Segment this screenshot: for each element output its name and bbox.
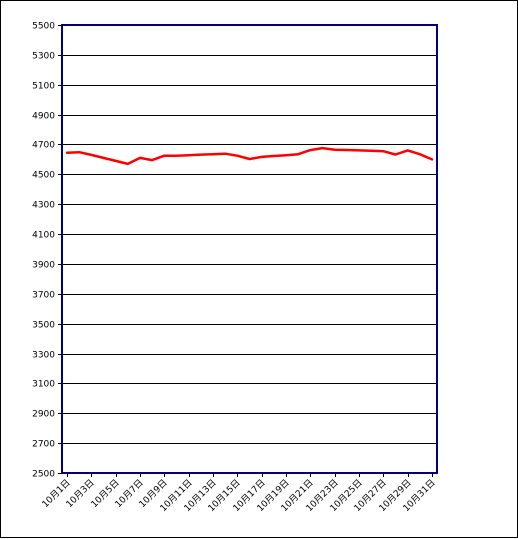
data-point — [114, 160, 117, 162]
data-point — [394, 153, 397, 156]
data-point — [78, 151, 80, 153]
data-point — [248, 158, 251, 160]
data-point — [333, 148, 336, 151]
data-point — [139, 157, 141, 159]
x-axis: 10月1日10月3日10月5日10月7日10月9日10月11日10月13日10月… — [40, 473, 438, 514]
y-tick-label: 3100 — [32, 380, 55, 390]
series-layer — [65, 146, 434, 166]
y-tick-label: 5300 — [32, 52, 55, 62]
data-point — [200, 153, 202, 156]
data-point — [285, 154, 287, 156]
y-tick-label: 2700 — [32, 440, 55, 450]
y-axis: 2500 2700 2900 3100 3300 3500 3700 3900 4100 4300… — [32, 22, 62, 480]
data-point — [102, 157, 105, 159]
gridlines — [62, 25, 437, 474]
y-tick-label: 3900 — [32, 261, 55, 271]
data-point — [346, 149, 348, 151]
data-point — [321, 147, 324, 149]
y-tick-label: 2500 — [32, 470, 55, 480]
y-tick-label: 4300 — [32, 201, 55, 211]
data-point — [90, 154, 93, 156]
data-point — [358, 149, 360, 152]
y-tick-label: 3300 — [32, 351, 55, 361]
data-point — [273, 155, 275, 157]
data-point — [419, 153, 421, 155]
data-point — [151, 159, 153, 161]
data-point — [224, 152, 226, 155]
data-point — [382, 150, 385, 152]
y-tick-label: 5100 — [32, 82, 55, 92]
plot-area-border — [61, 24, 438, 474]
data-point — [406, 149, 409, 152]
data-point — [212, 153, 214, 155]
y-tick-label: 4500 — [32, 171, 55, 181]
data-point — [309, 149, 312, 151]
data-point — [370, 149, 373, 152]
data-point — [66, 151, 68, 154]
series-line-0 — [65, 146, 434, 166]
y-tick-label: 4100 — [32, 231, 55, 241]
y-tick-label: 3500 — [32, 321, 55, 331]
data-point — [297, 153, 300, 155]
data-point — [175, 154, 178, 157]
data-point — [236, 154, 239, 157]
y-tick-label: 4900 — [32, 112, 55, 122]
y-tick-label: 3700 — [32, 291, 55, 301]
data-point — [431, 158, 433, 161]
y-tick-label: 4700 — [32, 141, 55, 151]
data-point — [163, 154, 166, 157]
data-point — [187, 154, 190, 156]
data-point — [127, 163, 129, 165]
data-point — [260, 156, 263, 158]
y-tick-label: 2900 — [32, 410, 55, 420]
y-tick-label: 5500 — [32, 22, 55, 32]
